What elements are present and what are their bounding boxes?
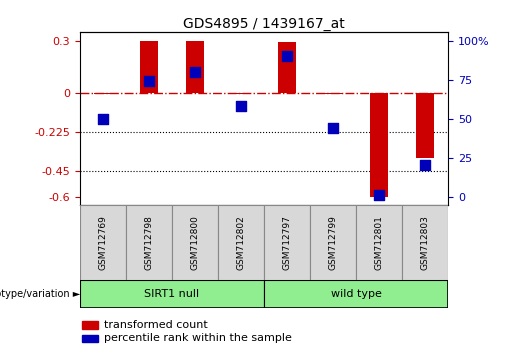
Bar [278, 42, 296, 93]
Text: genotype/variation ►: genotype/variation ► [0, 289, 80, 299]
Text: GSM712801: GSM712801 [374, 215, 384, 270]
Text: wild type: wild type [331, 289, 382, 299]
Title: GDS4895 / 1439167_at: GDS4895 / 1439167_at [183, 17, 345, 31]
FancyBboxPatch shape [356, 205, 402, 280]
Bar [232, 93, 250, 94]
Text: GSM712799: GSM712799 [329, 215, 337, 270]
Text: GSM712803: GSM712803 [421, 215, 430, 270]
Point [329, 125, 337, 131]
FancyBboxPatch shape [264, 205, 310, 280]
Point [421, 162, 429, 168]
FancyBboxPatch shape [80, 205, 126, 280]
FancyBboxPatch shape [126, 205, 172, 280]
FancyBboxPatch shape [80, 280, 264, 308]
Text: GSM712769: GSM712769 [98, 215, 107, 270]
Bar [416, 93, 434, 159]
Bar [82, 321, 98, 329]
Bar [370, 93, 388, 197]
Bar [82, 335, 98, 343]
Text: percentile rank within the sample: percentile rank within the sample [104, 333, 291, 343]
FancyBboxPatch shape [264, 280, 448, 308]
FancyBboxPatch shape [218, 205, 264, 280]
Point [237, 103, 245, 109]
Text: GSM712802: GSM712802 [236, 215, 246, 270]
Text: transformed count: transformed count [104, 320, 208, 330]
Point [283, 53, 291, 59]
FancyBboxPatch shape [172, 205, 218, 280]
Bar [140, 41, 158, 93]
Point [191, 69, 199, 75]
Text: GSM712797: GSM712797 [282, 215, 291, 270]
FancyBboxPatch shape [310, 205, 356, 280]
Text: GSM712798: GSM712798 [144, 215, 153, 270]
Bar [94, 93, 112, 94]
Text: GSM712800: GSM712800 [191, 215, 199, 270]
Point [375, 192, 383, 198]
Point [99, 116, 107, 121]
FancyBboxPatch shape [402, 205, 448, 280]
Text: SIRT1 null: SIRT1 null [144, 289, 199, 299]
Bar [324, 93, 342, 94]
Point [145, 78, 153, 84]
Bar [186, 41, 204, 93]
